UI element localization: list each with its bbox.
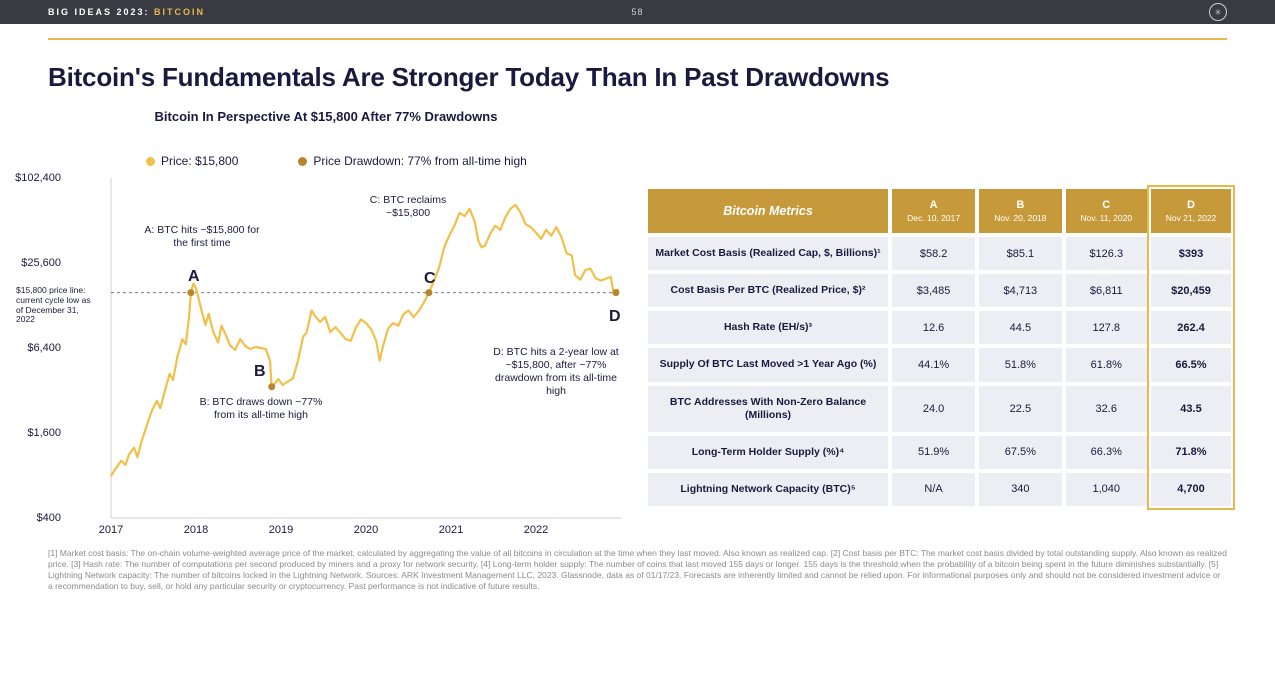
metric-val-d: 66.5%	[1151, 348, 1231, 381]
table-column: Bitcoin Metrics ADec. 10, 2017 BNov. 20,…	[644, 103, 1235, 538]
y-tick-label: $1,600	[27, 427, 61, 439]
metric-name: Market Cost Basis (Realized Cap, $, Bill…	[648, 237, 888, 270]
y-tick-label: $6,400	[27, 342, 61, 354]
metric-val-b: $4,713	[979, 274, 1061, 307]
metric-val-c: $6,811	[1066, 274, 1147, 307]
metric-val-c: 66.3%	[1066, 436, 1147, 469]
table-row: Cost Basis Per BTC (Realized Price, $)²$…	[648, 274, 1231, 307]
letter-a: A	[188, 268, 200, 286]
metric-name: Cost Basis Per BTC (Realized Price, $)²	[648, 274, 888, 307]
x-tick-label: 2019	[269, 524, 293, 536]
metric-val-d: 262.4	[1151, 311, 1231, 344]
table-header-b: BNov. 20, 2018	[979, 189, 1061, 233]
metric-val-a: 12.6	[892, 311, 975, 344]
annotation-c: C: BTC reclaims ~$15,800	[368, 194, 448, 220]
metric-val-b: 340	[979, 473, 1061, 506]
x-tick-label: 2020	[354, 524, 378, 536]
metric-val-c: 61.8%	[1066, 348, 1147, 381]
drawdown-dot-icon	[298, 157, 307, 166]
table-row: Long-Term Holder Supply (%)⁴51.9%67.5%66…	[648, 436, 1231, 469]
table-header-a: ADec. 10, 2017	[892, 189, 975, 233]
metrics-table: Bitcoin Metrics ADec. 10, 2017 BNov. 20,…	[644, 185, 1235, 510]
ark-logo-icon: ✳	[1209, 3, 1227, 21]
footnotes: [1] Market cost basis: The on-chain volu…	[48, 548, 1227, 592]
letter-b: B	[254, 363, 266, 381]
metric-name: Supply Of BTC Last Moved >1 Year Ago (%)	[648, 348, 888, 381]
legend-drawdown: Price Drawdown: 77% from all-time high	[298, 154, 526, 168]
x-tick-label: 2018	[184, 524, 208, 536]
table-row: Market Cost Basis (Realized Cap, $, Bill…	[648, 237, 1231, 270]
chart-legend: Price: $15,800 Price Drawdown: 77% from …	[16, 154, 636, 168]
legend-drawdown-text: Price Drawdown: 77% from all-time high	[313, 154, 526, 168]
table-header-metrics: Bitcoin Metrics	[648, 189, 888, 233]
metric-val-d: 43.5	[1151, 386, 1231, 432]
letter-d: D	[609, 308, 621, 326]
x-tick-label: 2021	[439, 524, 463, 536]
page-title: Bitcoin's Fundamentals Are Stronger Toda…	[48, 62, 1227, 93]
metric-val-a: $58.2	[892, 237, 975, 270]
top-bar: BIG IDEAS 2023: BITCOIN 58 ✳	[0, 0, 1275, 24]
metric-val-a: 51.9%	[892, 436, 975, 469]
legend-price-text: Price: $15,800	[161, 154, 238, 168]
metric-val-a: 44.1%	[892, 348, 975, 381]
annotation-b: B: BTC draws down ~77% from its all-time…	[196, 396, 326, 422]
metric-name: BTC Addresses With Non-Zero Balance (Mil…	[648, 386, 888, 432]
table-row: Supply Of BTC Last Moved >1 Year Ago (%)…	[648, 348, 1231, 381]
metric-val-c: $126.3	[1066, 237, 1147, 270]
page-number: 58	[631, 7, 643, 17]
metric-val-a: $3,485	[892, 274, 975, 307]
metric-val-b: 44.5	[979, 311, 1061, 344]
gold-rule	[48, 38, 1227, 40]
legend-price: Price: $15,800	[146, 154, 238, 168]
metric-val-b: 22.5	[979, 386, 1061, 432]
metric-val-a: N/A	[892, 473, 975, 506]
y-tick-label: $25,600	[21, 257, 61, 269]
header-series-text: BIG IDEAS 2023	[48, 7, 145, 17]
metric-name: Long-Term Holder Supply (%)⁴	[648, 436, 888, 469]
metric-val-c: 1,040	[1066, 473, 1147, 506]
table-row: BTC Addresses With Non-Zero Balance (Mil…	[648, 386, 1231, 432]
metric-val-d: 4,700	[1151, 473, 1231, 506]
header-topic: BITCOIN	[154, 7, 205, 17]
metric-val-b: $85.1	[979, 237, 1061, 270]
y-tick-label: $400	[37, 512, 61, 524]
letter-c: C	[424, 270, 436, 288]
metric-name: Lightning Network Capacity (BTC)⁵	[648, 473, 888, 506]
table-header-d: DNov 21, 2022	[1151, 189, 1231, 233]
annotation-a: A: BTC hits ~$15,800 for the first time	[142, 224, 262, 250]
metric-name: Hash Rate (EH/s)³	[648, 311, 888, 344]
annotation-d: D: BTC hits a 2-year low at ~$15,800, af…	[491, 346, 621, 399]
metric-val-c: 32.6	[1066, 386, 1147, 432]
chart-column: Bitcoin In Perspective At $15,800 After …	[16, 103, 636, 538]
metric-val-b: 51.8%	[979, 348, 1061, 381]
x-tick-label: 2022	[524, 524, 548, 536]
metric-val-d: $393	[1151, 237, 1231, 270]
metric-val-a: 24.0	[892, 386, 975, 432]
metric-val-d: $20,459	[1151, 274, 1231, 307]
table-header-c: CNov. 11, 2020	[1066, 189, 1147, 233]
chart-wrap: Price: $15,800 Price Drawdown: 77% from …	[16, 128, 636, 538]
table-row: Lightning Network Capacity (BTC)⁵N/A3401…	[648, 473, 1231, 506]
metric-val-d: 71.8%	[1151, 436, 1231, 469]
price-dot-icon	[146, 157, 155, 166]
main-content: Bitcoin In Perspective At $15,800 After …	[16, 103, 1235, 538]
chart-title: Bitcoin In Perspective At $15,800 After …	[16, 109, 636, 124]
x-tick-label: 2017	[99, 524, 123, 536]
table-row: Hash Rate (EH/s)³12.644.5127.8262.4	[648, 311, 1231, 344]
metric-val-b: 67.5%	[979, 436, 1061, 469]
header-series: BIG IDEAS 2023: BITCOIN	[48, 7, 205, 17]
metric-val-c: 127.8	[1066, 311, 1147, 344]
reference-line-note: $15,800 price line: current cycle low as…	[16, 286, 96, 325]
y-tick-label: $102,400	[15, 172, 61, 184]
